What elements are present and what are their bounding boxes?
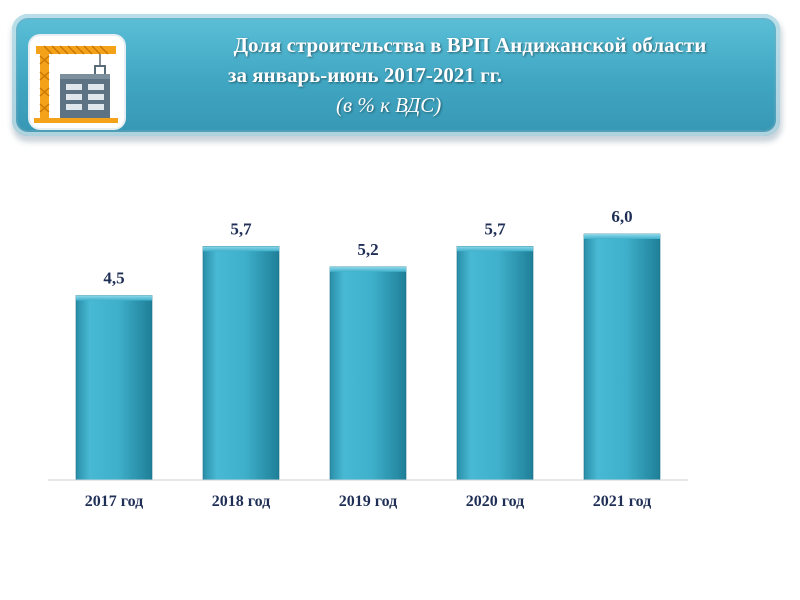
bar-1 [202,246,280,481]
bar-top-highlight-1 [203,246,279,252]
bar-top-highlight-0 [76,295,152,301]
bar-3 [456,246,534,481]
category-label-0: 2017 год [85,493,144,510]
title-line-1: Доля строительства в ВРП Андижанской обл… [233,33,707,57]
category-label-1: 2018 год [212,493,271,510]
bar-2 [329,266,407,481]
chart-title: Доля строительства в ВРП Андижанской обл… [120,30,780,120]
bar-top-highlight-2 [330,266,406,272]
construction-crane-icon [30,36,124,128]
labels-group: 4,5 2017 год 5,7 2018 год 5,2 2019 год 5,7 2020… [85,207,652,510]
bar-0 [75,295,153,481]
bar-top-highlight-3 [457,246,533,252]
bar-value-label-0: 4,5 [103,269,124,288]
category-label-2: 2019 год [339,493,398,510]
title-line-3-units: (в % к ВДС) [336,93,442,117]
category-label-4: 2021 год [593,493,652,510]
title-line-2: за январь-июнь 2017-2021 гг. [228,63,503,87]
bar-value-label-3: 5,7 [484,219,506,238]
construction-crane-graphic [34,45,118,123]
category-label-3: 2020 год [466,493,525,510]
bar-value-label-4: 6,0 [611,207,632,226]
bar-4 [583,233,661,481]
bar-value-label-2: 5,2 [357,240,378,259]
bar-top-highlight-4 [584,234,660,239]
bar-value-label-1: 5,7 [230,219,252,238]
title-banner [12,14,780,136]
bars-group [75,233,661,481]
